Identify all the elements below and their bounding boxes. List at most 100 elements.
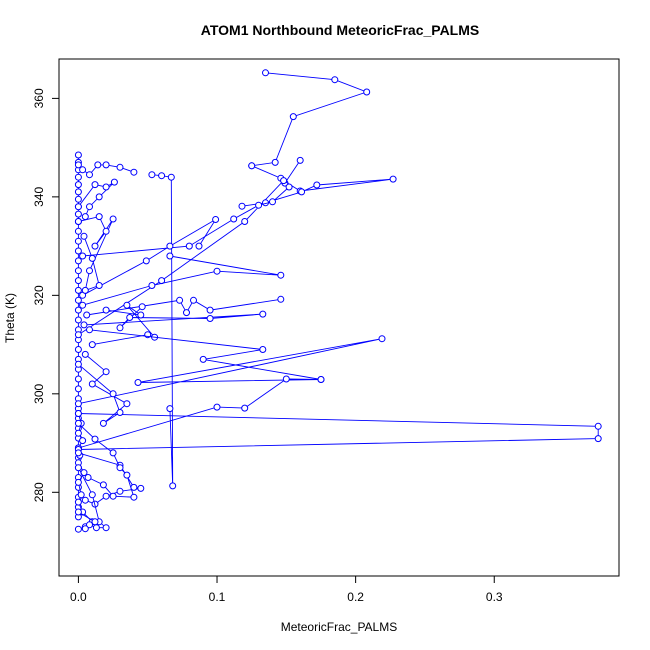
data-point bbox=[238, 202, 246, 210]
y-tick-label: 340 bbox=[32, 187, 46, 207]
data-point bbox=[74, 210, 82, 218]
data-point bbox=[86, 203, 93, 211]
data-point bbox=[86, 171, 93, 179]
data-point bbox=[116, 409, 124, 416]
data-point bbox=[92, 524, 100, 532]
data-point bbox=[74, 498, 82, 506]
y-axis: 280 300 320 340 360 bbox=[32, 88, 60, 502]
data-point bbox=[74, 247, 82, 255]
data-point bbox=[289, 113, 297, 121]
data-point bbox=[102, 492, 110, 500]
series-layer bbox=[74, 69, 602, 533]
data-point bbox=[277, 295, 285, 303]
data-point bbox=[331, 76, 339, 84]
data-point bbox=[91, 181, 99, 189]
data-point bbox=[81, 213, 89, 221]
data-point bbox=[130, 493, 138, 501]
data-point bbox=[363, 88, 371, 96]
data-point bbox=[109, 390, 117, 398]
data-point bbox=[183, 309, 190, 317]
data-point bbox=[81, 350, 89, 358]
data-point bbox=[83, 311, 91, 319]
data-point bbox=[88, 491, 96, 499]
y-tick-label: 360 bbox=[32, 88, 46, 108]
series-line bbox=[151, 174, 174, 486]
series-line bbox=[78, 413, 599, 450]
data-point bbox=[102, 524, 110, 532]
data-point bbox=[277, 271, 285, 279]
data-point bbox=[594, 435, 602, 443]
data-point bbox=[195, 242, 203, 250]
series-line bbox=[78, 178, 394, 336]
data-point bbox=[137, 484, 145, 492]
data-point bbox=[81, 496, 89, 504]
data-point bbox=[317, 376, 325, 383]
data-point bbox=[262, 69, 269, 77]
data-point bbox=[74, 449, 82, 457]
data-point bbox=[378, 335, 386, 343]
data-point bbox=[166, 405, 174, 413]
x-tick-label: 0.1 bbox=[209, 590, 226, 604]
data-point bbox=[269, 198, 276, 206]
data-point bbox=[74, 161, 82, 169]
data-point bbox=[169, 482, 177, 490]
data-point bbox=[116, 163, 124, 171]
data-point bbox=[74, 203, 82, 211]
x-axis-label: MeteoricFrac_PALMS bbox=[281, 620, 397, 634]
data-point bbox=[74, 227, 82, 235]
data-point bbox=[280, 177, 288, 185]
data-point bbox=[102, 306, 110, 314]
data-point bbox=[95, 213, 103, 221]
series-line bbox=[92, 304, 157, 346]
data-point bbox=[99, 481, 107, 489]
data-point bbox=[86, 326, 93, 334]
y-tick-label: 300 bbox=[32, 383, 46, 403]
chart-title: ATOM1 Northbound MeteoricFrac_PALMS bbox=[201, 22, 479, 38]
data-point bbox=[230, 215, 238, 223]
data-point bbox=[212, 216, 220, 223]
data-point bbox=[126, 314, 134, 321]
data-point bbox=[74, 237, 82, 245]
x-axis: 0.0 0.1 0.2 0.3 bbox=[70, 575, 503, 604]
data-point bbox=[241, 218, 249, 225]
data-point bbox=[109, 449, 117, 457]
data-point bbox=[109, 492, 117, 500]
data-point bbox=[74, 385, 82, 393]
data-point bbox=[285, 183, 293, 191]
data-point bbox=[259, 310, 267, 318]
data-point bbox=[102, 368, 110, 376]
data-point bbox=[74, 296, 82, 304]
series-line bbox=[251, 72, 369, 167]
series-line bbox=[78, 329, 383, 405]
series-line bbox=[86, 298, 281, 316]
data-point bbox=[74, 508, 82, 516]
data-point bbox=[84, 474, 92, 481]
y-tick-label: 280 bbox=[32, 482, 46, 502]
data-point bbox=[94, 161, 102, 169]
data-point bbox=[74, 525, 82, 533]
data-point bbox=[74, 181, 82, 189]
data-point bbox=[594, 422, 602, 430]
data-point bbox=[74, 257, 82, 265]
data-point bbox=[74, 306, 82, 314]
data-point bbox=[74, 277, 82, 285]
data-point bbox=[102, 161, 110, 169]
data-point bbox=[116, 464, 124, 472]
data-point bbox=[116, 487, 124, 495]
data-point bbox=[74, 218, 82, 225]
data-point bbox=[313, 181, 321, 189]
data-point bbox=[123, 301, 131, 309]
data-point bbox=[102, 183, 110, 191]
data-point bbox=[74, 151, 82, 159]
series-line bbox=[83, 306, 263, 329]
data-point bbox=[74, 400, 82, 408]
data-point bbox=[148, 282, 156, 289]
data-point bbox=[99, 419, 107, 427]
data-point bbox=[389, 175, 397, 183]
data-point bbox=[74, 375, 82, 383]
data-point bbox=[158, 172, 166, 180]
data-point bbox=[91, 518, 99, 526]
data-point bbox=[166, 242, 174, 250]
data-point bbox=[148, 171, 156, 179]
